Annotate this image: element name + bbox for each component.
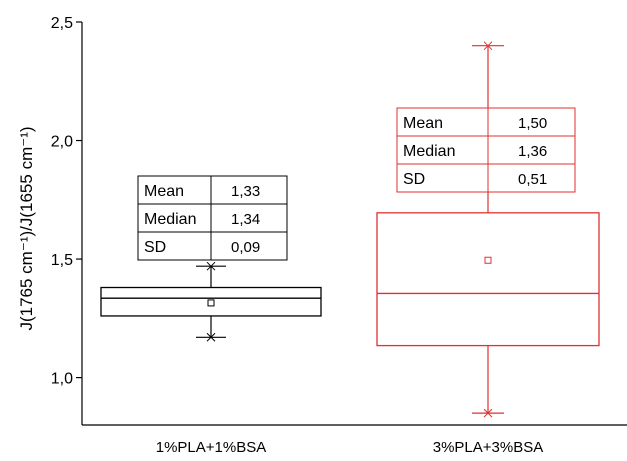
- box-2: Mean 1,50 Median 1,36 SD 0,51: [376, 41, 600, 418]
- x-category-label: 1%PLA+1%BSA: [156, 439, 267, 456]
- stats-value: 1,36: [518, 143, 547, 160]
- max-marker: [206, 261, 216, 271]
- stats-table-border: [137, 175, 288, 261]
- stats-table-2: Mean 1,50 Median 1,36 SD 0,51: [396, 107, 576, 193]
- stats-value: 0,09: [231, 239, 260, 256]
- y-axis-label: J(1765 cm⁻¹)/J(1655 cm⁻¹): [17, 126, 36, 330]
- min-marker: [206, 332, 216, 342]
- axes: [76, 21, 627, 426]
- stats-label: Mean: [403, 115, 443, 132]
- box-1: Mean 1,33 Median 1,34 SD 0,09: [100, 175, 322, 342]
- min-marker: [483, 408, 493, 418]
- x-category-label: 3%PLA+3%BSA: [433, 439, 544, 456]
- stats-label: SD: [403, 171, 425, 188]
- y-tick-label: 2,5: [51, 15, 73, 32]
- y-tick-label: 1,0: [51, 371, 73, 388]
- y-tick-label: 1,5: [51, 252, 73, 269]
- stats-label: Median: [144, 211, 196, 228]
- stats-value: 1,34: [231, 211, 260, 228]
- stats-table-border: [396, 107, 576, 193]
- max-marker: [483, 41, 493, 51]
- plot-area: Mean 1,33 Median 1,34 SD 0,09 Mean 1,50 Median 1,…: [100, 41, 600, 418]
- stats-label: SD: [144, 239, 166, 256]
- stats-value: 1,33: [231, 183, 260, 200]
- y-tick-label: 2,0: [51, 134, 73, 151]
- stats-label: Mean: [144, 183, 184, 200]
- iqr-box: [376, 212, 600, 347]
- mean-marker: [207, 299, 215, 307]
- mean-marker: [484, 256, 492, 264]
- stats-value: 1,50: [518, 115, 547, 132]
- stats-label: Median: [403, 143, 455, 160]
- labels: 1,0 1,5 2,0 2,5 J(1765 cm⁻¹)/J(1655 cm⁻¹) 1%P…: [17, 15, 543, 456]
- stats-table-1: Mean 1,33 Median 1,34 SD 0,09: [137, 175, 288, 261]
- stats-value: 0,51: [518, 171, 547, 188]
